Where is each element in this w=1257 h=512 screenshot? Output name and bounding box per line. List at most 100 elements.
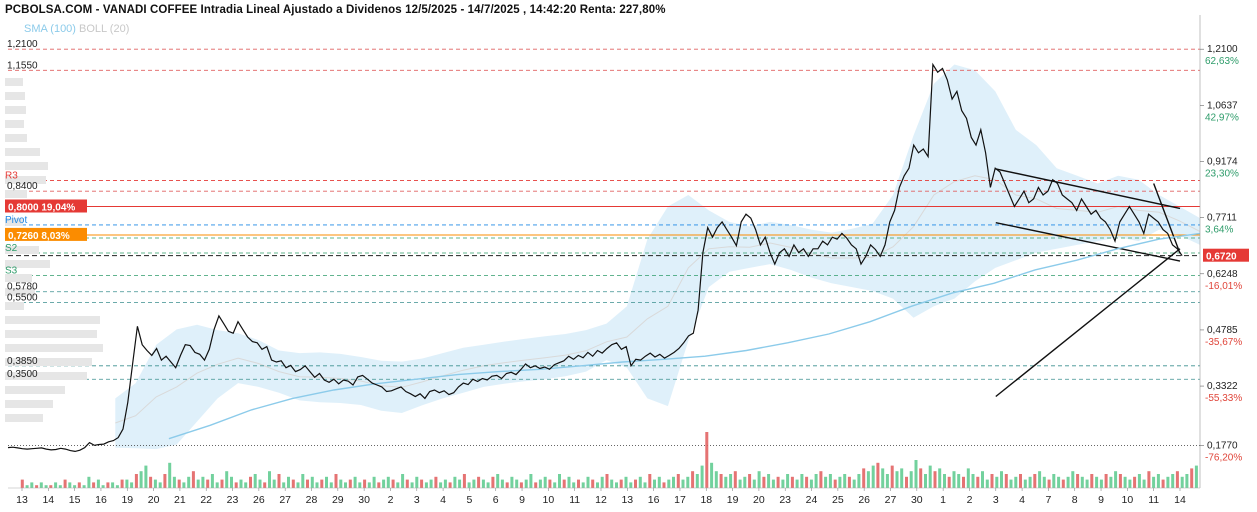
- sma-line: [168, 232, 1201, 440]
- trendlines: [995, 168, 1181, 398]
- volume-bar: [424, 482, 428, 488]
- volume-bar: [35, 485, 39, 488]
- gridlines: [8, 48, 1200, 447]
- x-tick-label: 24: [806, 494, 818, 506]
- right-axis-percent-label: 3,64%: [1205, 225, 1233, 236]
- volume-bar: [1028, 476, 1032, 488]
- volume-bar: [234, 482, 238, 488]
- x-tick-label: 18: [700, 494, 712, 506]
- price-level-label: 1,1550: [7, 60, 38, 71]
- volume-bar: [1180, 476, 1184, 488]
- volume-bar: [1085, 479, 1089, 488]
- volume-bar: [325, 476, 328, 488]
- volume-bar: [667, 479, 671, 488]
- volume-bar: [415, 476, 419, 488]
- volume-bar: [1099, 479, 1103, 488]
- right-axis-percent-label: -76,20%: [1205, 453, 1242, 464]
- volume-bar: [928, 465, 932, 488]
- volume-bar: [1142, 479, 1146, 488]
- volume-bar: [619, 479, 623, 488]
- volume-bar: [952, 471, 956, 488]
- volume-bar: [543, 476, 547, 488]
- volume-bar: [957, 474, 961, 488]
- volume-bar: [676, 474, 680, 488]
- volume-bar: [491, 476, 495, 488]
- volume-profile-bar: [5, 218, 23, 226]
- volume-bar: [244, 482, 248, 488]
- volume-bar: [258, 479, 262, 488]
- volume-bar: [467, 482, 471, 488]
- volume-bar: [524, 479, 528, 488]
- volume-bar: [1156, 474, 1160, 488]
- x-tick-label: 26: [253, 494, 265, 506]
- volume-bar: [814, 474, 818, 488]
- volume-bar: [315, 482, 319, 488]
- volume-bar: [881, 468, 885, 488]
- volume-bar: [933, 471, 937, 488]
- pivot-label: S2: [5, 243, 18, 254]
- volume-bar: [372, 476, 376, 488]
- legend-boll[interactable]: BOLL (20): [79, 23, 130, 35]
- volume-bar: [1104, 474, 1108, 488]
- volume-bar: [96, 479, 100, 488]
- volume-bar: [833, 479, 837, 488]
- volume-bar: [672, 476, 675, 488]
- volume-bar: [296, 482, 300, 488]
- x-tick-label: 10: [1122, 494, 1134, 506]
- right-axis-percent-label: 42,97%: [1205, 112, 1239, 123]
- volume-bar: [54, 482, 58, 488]
- volume-bar: [206, 479, 210, 488]
- x-tick-label: 2: [967, 494, 973, 506]
- volume-bars: [20, 432, 1198, 488]
- volume-bar: [1095, 476, 1099, 488]
- price-level-label: 0,5500: [7, 293, 38, 304]
- price-level-label: 1,2100: [7, 39, 38, 50]
- volume-bar: [596, 482, 599, 488]
- volume-bar: [743, 476, 747, 488]
- volume-bar: [49, 485, 53, 488]
- volume-bar: [249, 476, 252, 488]
- volume-bar: [662, 482, 666, 488]
- volume-bar: [1128, 479, 1132, 488]
- volume-bar: [786, 474, 790, 488]
- volume-bar: [1133, 476, 1137, 488]
- volume-bar: [20, 479, 24, 488]
- price-line: [7, 62, 1183, 453]
- volume-bar: [282, 482, 286, 488]
- pivot-label: R3: [5, 170, 18, 181]
- volume-bar: [439, 482, 443, 488]
- sma-100-line: [168, 232, 1201, 440]
- volume-bar: [1161, 479, 1165, 488]
- volume-bar: [653, 479, 656, 488]
- volume-bar: [838, 476, 842, 488]
- volume-bar: [230, 476, 233, 488]
- volume-bar: [1057, 476, 1061, 488]
- volume-bar: [1152, 476, 1156, 488]
- legend-sma[interactable]: SMA (100): [24, 23, 76, 35]
- x-tick-label: 11: [1148, 494, 1159, 506]
- volume-bar: [762, 476, 766, 488]
- volume-bar: [1076, 474, 1080, 488]
- volume-bar: [1066, 476, 1070, 488]
- volume-bar: [348, 479, 352, 488]
- volume-bar: [866, 471, 870, 488]
- volume-bar: [1118, 474, 1122, 488]
- volume-bar: [277, 474, 281, 488]
- x-tick-label: 23: [779, 494, 791, 506]
- volume-bar: [534, 482, 538, 488]
- volume-profile-bar: [5, 288, 35, 296]
- x-tick-label: 14: [1174, 494, 1186, 506]
- volume-bar: [77, 482, 81, 488]
- trendline: [1153, 183, 1181, 254]
- pivot-label: Pivot: [5, 215, 27, 226]
- x-tick-label: 6: [493, 494, 499, 506]
- volume-bar: [719, 474, 723, 488]
- volume-bar: [301, 474, 305, 488]
- volume-bar: [477, 476, 481, 488]
- volume-bar: [92, 482, 96, 488]
- x-tick-label: 20: [753, 494, 765, 506]
- volume-bar: [158, 482, 162, 488]
- volume-bar: [111, 482, 115, 488]
